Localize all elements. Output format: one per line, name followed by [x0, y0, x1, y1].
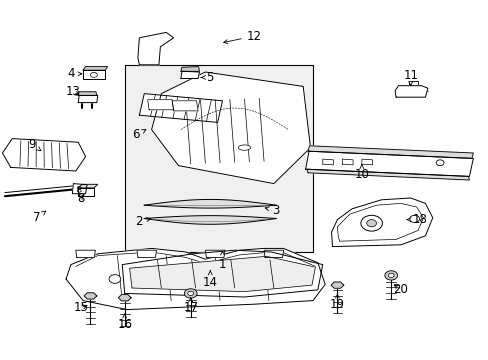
Polygon shape	[264, 250, 283, 257]
Text: 17: 17	[183, 298, 198, 314]
Text: 4: 4	[67, 67, 81, 80]
Polygon shape	[66, 248, 325, 310]
Polygon shape	[144, 216, 276, 224]
Text: 12: 12	[223, 30, 261, 44]
Polygon shape	[147, 100, 173, 110]
Polygon shape	[118, 294, 131, 301]
Polygon shape	[2, 139, 85, 171]
Polygon shape	[83, 70, 105, 79]
Polygon shape	[307, 146, 472, 158]
Circle shape	[360, 215, 382, 231]
Circle shape	[187, 291, 193, 296]
Circle shape	[77, 186, 81, 189]
Polygon shape	[122, 250, 322, 297]
Circle shape	[387, 273, 393, 278]
Polygon shape	[306, 169, 468, 180]
Text: 8: 8	[77, 192, 84, 204]
Polygon shape	[144, 199, 276, 208]
Polygon shape	[361, 159, 372, 165]
Polygon shape	[84, 293, 97, 299]
Polygon shape	[330, 282, 343, 288]
Polygon shape	[305, 151, 472, 176]
Polygon shape	[72, 184, 87, 194]
Polygon shape	[78, 184, 98, 188]
Polygon shape	[205, 250, 224, 257]
Circle shape	[366, 220, 376, 227]
Polygon shape	[394, 86, 427, 97]
Text: 1: 1	[218, 251, 226, 271]
Text: 9: 9	[28, 138, 41, 151]
Polygon shape	[322, 159, 333, 165]
Polygon shape	[78, 92, 97, 95]
Text: 20: 20	[393, 283, 407, 296]
Bar	[124, 65, 312, 252]
Text: 3: 3	[264, 204, 280, 217]
Polygon shape	[172, 101, 198, 111]
Text: 15: 15	[73, 301, 88, 314]
Circle shape	[184, 289, 197, 298]
Text: 6: 6	[132, 129, 145, 141]
Polygon shape	[151, 72, 310, 184]
Polygon shape	[129, 256, 315, 292]
Text: 2: 2	[135, 215, 150, 228]
Text: 11: 11	[403, 69, 417, 85]
Polygon shape	[78, 95, 98, 103]
Text: 7: 7	[33, 211, 46, 224]
Circle shape	[435, 160, 443, 166]
Circle shape	[77, 189, 81, 192]
Circle shape	[109, 275, 121, 283]
Polygon shape	[137, 250, 156, 257]
Text: 18: 18	[406, 213, 427, 226]
Polygon shape	[331, 198, 432, 247]
Polygon shape	[76, 250, 95, 257]
Text: 10: 10	[354, 165, 368, 181]
Polygon shape	[181, 67, 199, 71]
Circle shape	[90, 72, 97, 77]
Text: 16: 16	[117, 314, 132, 330]
Ellipse shape	[238, 145, 250, 150]
Text: 19: 19	[329, 294, 344, 311]
Polygon shape	[83, 67, 107, 70]
Polygon shape	[138, 32, 173, 65]
Text: 14: 14	[203, 270, 217, 289]
Circle shape	[384, 271, 397, 280]
Polygon shape	[139, 94, 222, 122]
Circle shape	[409, 215, 419, 222]
Polygon shape	[181, 71, 199, 78]
Text: 5: 5	[201, 71, 214, 84]
Polygon shape	[342, 159, 352, 165]
Polygon shape	[78, 188, 94, 196]
Text: 13: 13	[66, 85, 81, 98]
